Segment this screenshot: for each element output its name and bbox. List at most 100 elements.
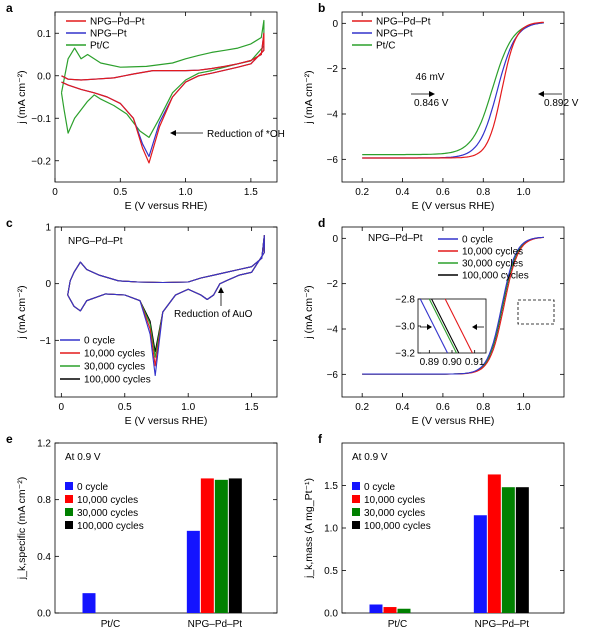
annotation: Reduction of AuO xyxy=(174,309,253,320)
x-tick-label: NPG–Pd–Pt xyxy=(475,619,530,630)
legend-label: 30,000 cycles xyxy=(462,259,523,270)
y-tick-label: 0 xyxy=(45,279,51,290)
legend-label: 100,000 cycles xyxy=(77,521,144,532)
panel-f: f 0.0 0.5 1.0 1.5 j_k,mass (A mg_Pt⁻¹) Pt/C NPG… xyxy=(303,432,565,630)
inset-y-tick-label: −3.2 xyxy=(395,349,415,360)
x-tick-label: 0.2 xyxy=(355,187,369,198)
inset-x-tick-label: 0.90 xyxy=(442,357,462,368)
y-tick-label: −6 xyxy=(327,155,339,166)
cv-curve-0 xyxy=(61,32,265,164)
lsv-curve-0 xyxy=(362,236,544,375)
annotation: Reduction of *OH xyxy=(207,129,285,140)
plot-frame xyxy=(341,11,565,183)
annotation: 0.892 V xyxy=(544,98,579,109)
legend-label: 0 cycle xyxy=(84,336,116,347)
legend-label: 10,000 cycles xyxy=(364,495,425,506)
x-tick-label: 1.5 xyxy=(244,187,258,198)
legend-swatch xyxy=(352,521,360,529)
x-tick-label: 1.5 xyxy=(245,402,259,413)
legend-label: 10,000 cycles xyxy=(462,247,523,258)
y-axis-label: j (mA cm⁻²) xyxy=(303,70,315,124)
x-tick-label: 0 xyxy=(52,187,58,198)
y-tick-label: 0.0 xyxy=(37,609,51,620)
legend-label: 100,000 cycles xyxy=(84,375,151,386)
legend-label: 10,000 cycles xyxy=(84,349,145,360)
plot-frame xyxy=(54,11,278,183)
y-tick-label: −4 xyxy=(327,110,339,121)
legend-swatch xyxy=(352,508,360,516)
bar xyxy=(186,530,200,613)
y-tick-label: −6 xyxy=(327,370,339,381)
annotation-arrowhead xyxy=(429,91,435,97)
cv-curve-0 xyxy=(67,234,265,377)
x-tick-label: 0.5 xyxy=(118,402,132,413)
bar xyxy=(383,607,397,613)
legend-swatch xyxy=(352,482,360,490)
annotation-arrowhead xyxy=(538,91,544,97)
inset-plot xyxy=(419,298,473,354)
bar xyxy=(397,608,411,613)
bar xyxy=(369,604,383,613)
legend-swatch xyxy=(65,482,73,490)
panel-label: d xyxy=(318,216,325,230)
legend-label: 30,000 cycles xyxy=(364,508,425,519)
panel-e: e 0.0 0.4 0.8 1.2 j_k,specific (mA cm⁻²) Pt/C N… xyxy=(6,432,278,630)
bar xyxy=(473,515,487,613)
x-tick-label: 0.4 xyxy=(396,187,410,198)
legend-label: NPG–Pd–Pt xyxy=(90,17,145,28)
y-tick-label: −4 xyxy=(327,325,339,336)
y-axis-label: j_k,specific (mA cm⁻²) xyxy=(16,477,28,580)
inset-curve-3 xyxy=(431,298,460,354)
x-tick-label: 0.5 xyxy=(113,187,127,198)
bar xyxy=(515,487,529,613)
y-tick-label: 1.2 xyxy=(37,439,51,450)
legend-label: 0 cycle xyxy=(462,235,494,246)
panel-label: e xyxy=(6,432,13,446)
x-tick-label: 0.6 xyxy=(436,187,450,198)
y-tick-label: 1.5 xyxy=(324,481,338,492)
legend-label: NPG–Pd–Pt xyxy=(376,17,431,28)
x-tick-label: 0.6 xyxy=(436,402,450,413)
lsv-curve-0 xyxy=(362,21,544,159)
panel-c: c 1 0 −1 0 0.5 1.0 1.5 E (V versus RHE) j (mA cm⁻… xyxy=(6,216,278,427)
y-tick-label: 0.5 xyxy=(324,566,338,577)
legend-label: Pt/C xyxy=(90,41,109,52)
x-tick-label: 1.0 xyxy=(517,402,531,413)
plot-area xyxy=(60,19,265,164)
legend-swatch xyxy=(65,521,73,529)
y-tick-label: −1 xyxy=(40,336,52,347)
plot-frame xyxy=(341,226,565,398)
x-tick-label: 0.4 xyxy=(396,402,410,413)
x-tick-label: 0 xyxy=(59,402,65,413)
inset-curve-2 xyxy=(428,298,457,354)
y-axis-label: j (mA cm⁻²) xyxy=(303,285,315,339)
x-tick-label: 1.0 xyxy=(517,187,531,198)
x-tick-label: 0.8 xyxy=(476,187,490,198)
legend-label: 10,000 cycles xyxy=(77,495,138,506)
annotation: 46 mV xyxy=(416,72,445,83)
panel-title: NPG–Pd–Pt xyxy=(68,236,123,247)
annotation-arrowhead xyxy=(170,130,176,136)
inset-x-tick-label: 0.89 xyxy=(420,357,440,368)
y-tick-label: −2 xyxy=(327,64,339,75)
panel-label: c xyxy=(6,216,13,230)
y-axis-label: j (mA cm⁻²) xyxy=(16,285,28,339)
annotation: At 0.9 V xyxy=(352,452,388,463)
lsv-curve-2 xyxy=(362,22,544,156)
legend-swatch xyxy=(65,508,73,516)
x-tick-label: 1.0 xyxy=(179,187,193,198)
inset-arrowhead xyxy=(472,324,477,330)
x-tick-label: NPG–Pd–Pt xyxy=(188,619,243,630)
x-tick-label: 0.8 xyxy=(476,402,490,413)
x-axis-label: E (V versus RHE) xyxy=(125,200,208,212)
inset-y-tick-label: −3.0 xyxy=(395,322,415,333)
inset-y-tick-label: −2.8 xyxy=(395,295,415,306)
legend-label: 100,000 cycles xyxy=(462,271,529,282)
legend-label: 0 cycle xyxy=(364,482,396,493)
inset-curve-1 xyxy=(444,298,473,354)
legend-label: NPG–Pt xyxy=(376,29,413,40)
bar xyxy=(82,593,96,613)
x-axis-label: E (V versus RHE) xyxy=(412,200,495,212)
bar xyxy=(501,487,515,613)
panel-label: a xyxy=(6,1,13,15)
